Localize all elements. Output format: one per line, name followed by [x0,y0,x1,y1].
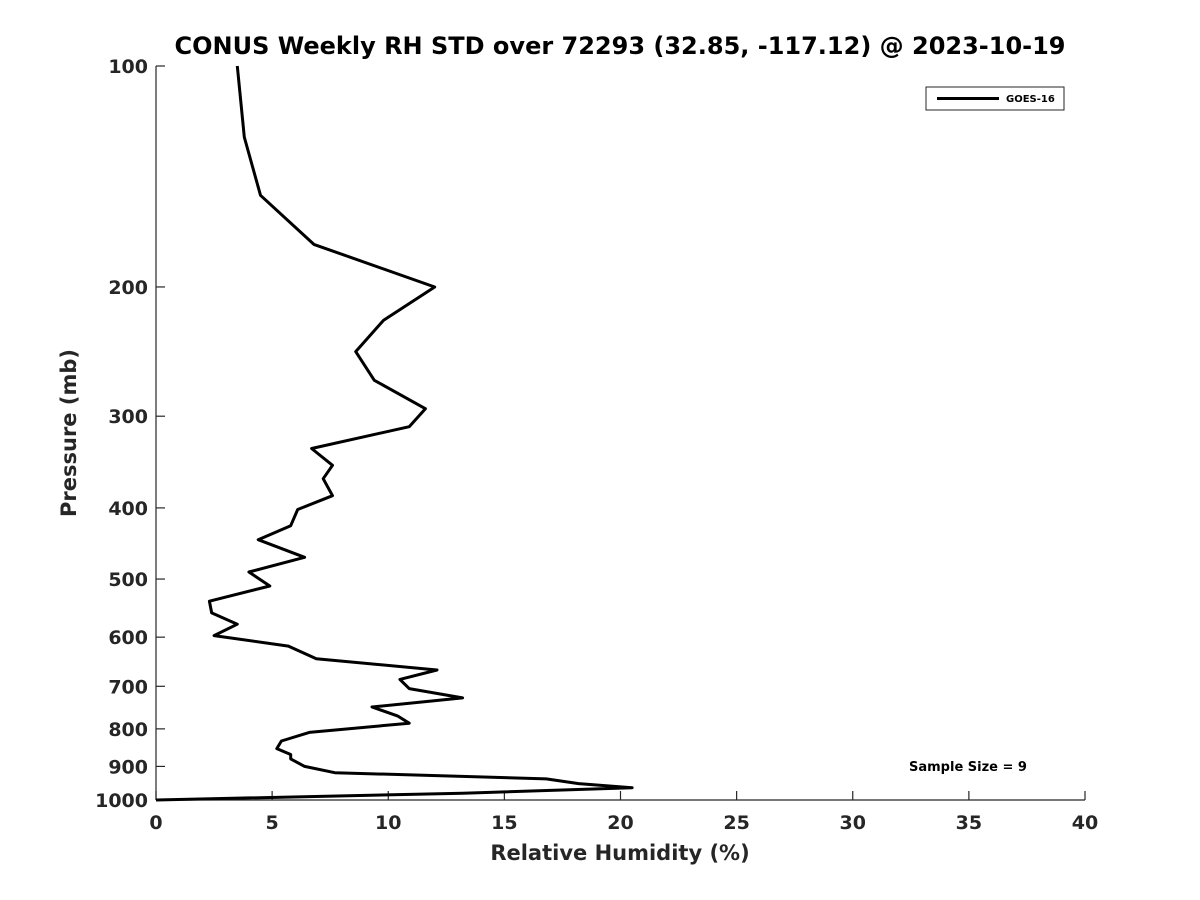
x-tick-label: 40 [1072,812,1098,834]
y-tick-label: 600 [108,627,148,649]
legend-label-goes-16: GOES-16 [1006,94,1055,105]
y-tick-label: 900 [108,756,148,778]
y-tick-label: 500 [108,569,148,591]
y-axis-label: Pressure (mb) [57,349,81,517]
y-tick-label: 100 [108,56,148,78]
x-tick-label: 35 [956,812,982,834]
y-tick-label: 200 [108,277,148,299]
x-tick-label: 30 [840,812,866,834]
x-tick-label: 20 [607,812,633,834]
y-tick-label: 400 [108,498,148,520]
series-line-goes-16 [155,65,634,802]
y-tick-label: 800 [108,719,148,741]
y-tick-label: 700 [108,676,148,698]
chart-title: CONUS Weekly RH STD over 72293 (32.85, -… [174,32,1065,60]
y-tick-label: 300 [108,406,148,428]
plot-area: 0 5 10 15 20 25 30 35 40 100 200 300 400 500 600 700 80… [95,56,1098,834]
y-ticks: 100 200 300 400 500 600 700 800 900 1000 [95,56,165,812]
x-ticks: 0 5 10 15 20 25 30 35 40 [149,791,1098,834]
legend: GOES-16 [925,86,1065,111]
x-tick-label: 25 [723,812,749,834]
sample-size-annotation: Sample Size = 9 [909,760,1027,775]
y-tick-label: 1000 [95,790,148,812]
x-tick-label: 15 [491,812,517,834]
x-axis-label: Relative Humidity (%) [490,841,749,865]
x-tick-label: 0 [149,812,162,834]
x-tick-label: 5 [266,812,279,834]
x-tick-label: 10 [375,812,401,834]
series-layer [155,65,634,802]
